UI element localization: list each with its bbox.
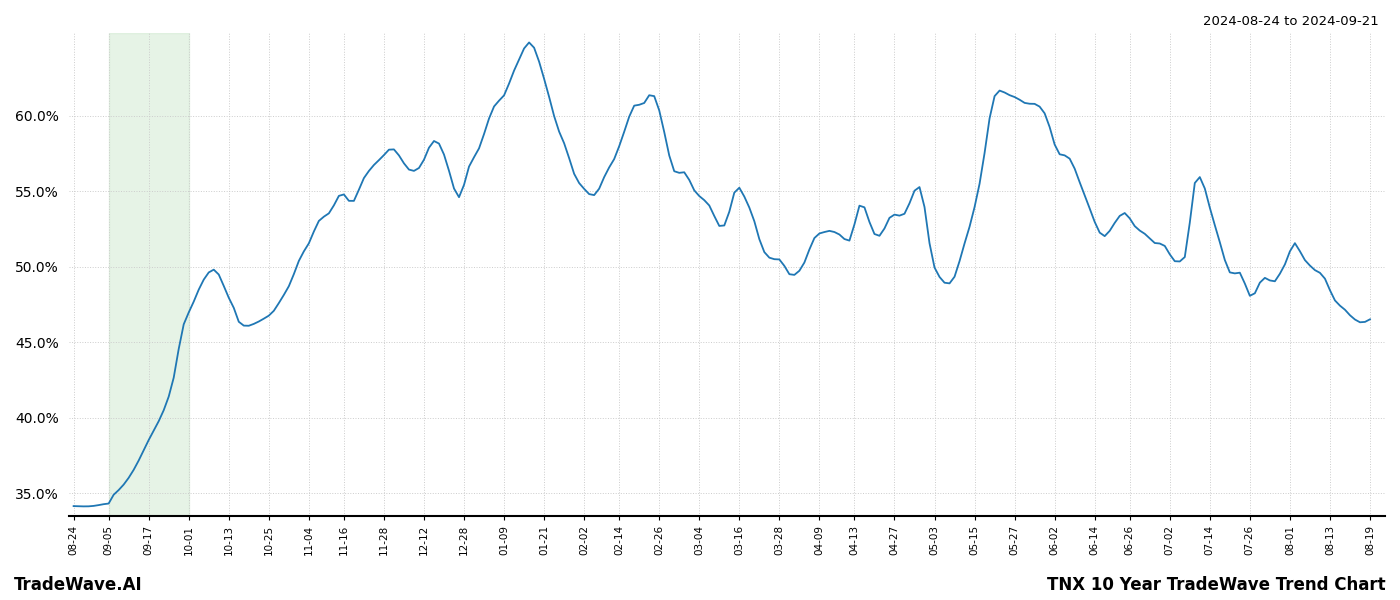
Text: TNX 10 Year TradeWave Trend Chart: TNX 10 Year TradeWave Trend Chart: [1047, 576, 1386, 594]
Text: TradeWave.AI: TradeWave.AI: [14, 576, 143, 594]
Text: 2024-08-24 to 2024-09-21: 2024-08-24 to 2024-09-21: [1203, 15, 1379, 28]
Bar: [109, 33, 189, 516]
